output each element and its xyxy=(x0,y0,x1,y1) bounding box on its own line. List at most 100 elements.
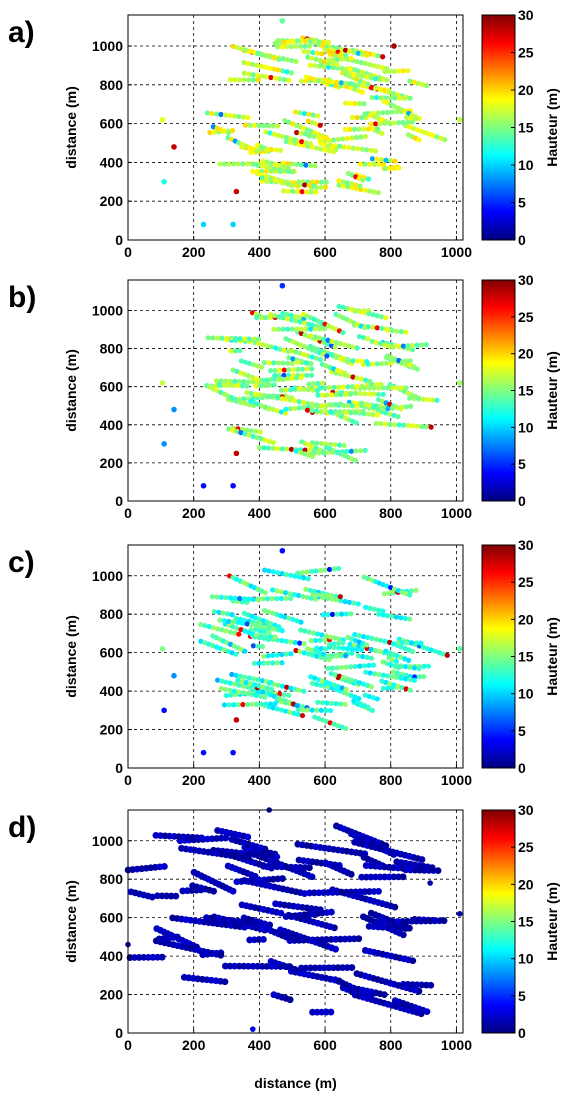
data-point xyxy=(401,95,407,101)
data-point xyxy=(329,392,335,398)
data-point xyxy=(324,392,330,398)
data-point xyxy=(342,70,348,76)
data-point xyxy=(236,113,242,120)
data-point xyxy=(239,678,245,684)
y-axis-label: distance (m) xyxy=(63,349,79,431)
data-point xyxy=(408,403,414,409)
data-point xyxy=(357,448,364,454)
data-point xyxy=(305,651,312,657)
data-point xyxy=(385,685,391,691)
data-point xyxy=(265,636,272,642)
data-point xyxy=(407,616,413,622)
data-point xyxy=(275,377,282,383)
data-point xyxy=(285,348,291,354)
data-point xyxy=(394,670,401,676)
data-point xyxy=(374,412,381,418)
y-tick-label: 400 xyxy=(100,417,124,433)
data-point xyxy=(373,340,379,346)
data-point xyxy=(396,422,402,428)
data-point xyxy=(236,682,242,688)
data-point xyxy=(221,618,227,624)
data-point xyxy=(280,326,286,332)
data-point xyxy=(305,387,311,393)
data-point xyxy=(354,345,360,351)
data-point xyxy=(378,421,384,427)
data-point xyxy=(275,395,281,401)
data-point xyxy=(266,393,272,400)
data-point xyxy=(333,401,339,408)
data-point xyxy=(255,597,261,603)
y-tick-label: 800 xyxy=(100,77,124,93)
data-point xyxy=(339,56,345,62)
data-point xyxy=(324,700,330,706)
data-point xyxy=(265,660,271,666)
y-tick-label: 0 xyxy=(115,760,123,776)
data-point xyxy=(383,410,389,416)
data-point xyxy=(226,161,232,167)
data-point xyxy=(231,161,237,167)
data-point xyxy=(411,395,417,402)
data-point xyxy=(348,611,354,617)
data-point xyxy=(332,344,338,350)
data-point xyxy=(264,146,270,152)
data-point xyxy=(270,394,276,400)
data-point xyxy=(365,81,371,87)
data-point xyxy=(303,586,309,592)
data-point xyxy=(380,685,386,692)
data-point xyxy=(296,399,302,405)
data-point xyxy=(353,420,359,426)
data-point xyxy=(253,383,259,389)
data-point xyxy=(275,570,281,576)
data-point xyxy=(339,611,345,617)
data-point xyxy=(410,125,416,131)
data-point xyxy=(252,682,258,688)
colorbar-tick-label: 10 xyxy=(518,419,534,435)
data-point xyxy=(280,56,286,62)
colorbar-tick-label: 30 xyxy=(518,7,534,23)
data-point xyxy=(267,54,274,60)
data-point xyxy=(359,400,365,406)
data-point xyxy=(410,648,416,654)
data-point xyxy=(259,377,265,383)
data-point xyxy=(250,1026,256,1032)
y-tick-label: 800 xyxy=(100,341,124,357)
data-point xyxy=(332,635,338,641)
data-point xyxy=(210,335,216,341)
data-point xyxy=(235,161,241,167)
data-point xyxy=(320,134,326,140)
data-point xyxy=(326,641,332,647)
data-point xyxy=(318,682,324,688)
data-point xyxy=(148,893,156,901)
data-point xyxy=(261,660,267,666)
data-point xyxy=(242,674,248,680)
data-point xyxy=(400,68,406,74)
data-point xyxy=(403,385,409,391)
data-point xyxy=(371,671,378,677)
data-point xyxy=(272,75,278,81)
data-point xyxy=(278,387,285,393)
data-point xyxy=(331,566,337,572)
data-point xyxy=(220,610,226,616)
data-point xyxy=(357,183,363,189)
data-point xyxy=(354,646,360,653)
data-point xyxy=(320,449,327,455)
data-point xyxy=(356,126,362,132)
data-point xyxy=(328,593,334,599)
data-point xyxy=(254,170,260,177)
data-point xyxy=(218,111,224,118)
colorbar-tick-label: 10 xyxy=(518,157,534,173)
data-point xyxy=(442,137,448,143)
data-point xyxy=(406,657,412,663)
data-point xyxy=(291,710,297,716)
data-point xyxy=(309,453,315,460)
data-point xyxy=(320,651,327,657)
data-point xyxy=(251,49,257,55)
data-point xyxy=(307,587,313,593)
data-point xyxy=(301,451,308,457)
data-point xyxy=(369,94,375,101)
data-point xyxy=(384,109,391,115)
data-point xyxy=(419,423,425,430)
y-tick-label: 200 xyxy=(100,722,124,738)
data-point xyxy=(284,69,290,75)
data-point xyxy=(250,161,256,167)
